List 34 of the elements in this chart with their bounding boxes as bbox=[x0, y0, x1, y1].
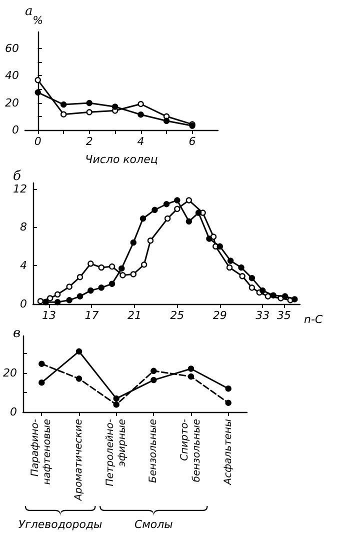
chart-title: б bbox=[13, 169, 21, 184]
chart-title: а bbox=[25, 4, 33, 19]
x-tick-label: 33 bbox=[256, 309, 270, 322]
x-tick-label: Парафино-нафтеновые bbox=[30, 418, 54, 485]
chart-title: в bbox=[13, 326, 21, 341]
text: Углеводороды bbox=[18, 518, 102, 531]
x-tick-label: 0 bbox=[34, 135, 42, 148]
y-tick-label: 40 bbox=[5, 69, 19, 82]
x-tick-label: 2 bbox=[86, 135, 93, 148]
x-tick-label: Ароматические bbox=[74, 419, 84, 502]
y-tick-label: 60 bbox=[5, 42, 19, 55]
x-tick-label: 17 bbox=[84, 309, 99, 322]
text: Смолы bbox=[134, 518, 173, 531]
x-tick-label: 13 bbox=[42, 309, 56, 322]
y-tick-label: 0 bbox=[20, 298, 27, 310]
y-axis-title: % bbox=[32, 14, 44, 27]
x-tick-label: Асфальтены bbox=[222, 418, 234, 486]
x-tick-label: Петролейно-эфирные bbox=[104, 418, 128, 486]
x-tick-label: 21 bbox=[127, 309, 142, 322]
y-tick-label: 20 bbox=[5, 96, 19, 110]
y-tick-label: 0 bbox=[12, 124, 19, 136]
x-axis-title: n-C bbox=[304, 313, 323, 326]
x-tick-label: 25 bbox=[170, 309, 184, 322]
y-tick-label: 8 bbox=[20, 220, 27, 234]
x-tick-label: Бензольные bbox=[148, 419, 160, 483]
y-tick-label: 20 bbox=[3, 366, 17, 380]
x-axis-title: Число колец bbox=[85, 153, 158, 166]
x-tick-label: 6 bbox=[188, 135, 196, 148]
y-tick-label: 12 bbox=[13, 182, 27, 196]
x-tick-label: 4 bbox=[137, 135, 144, 148]
x-tick-label: 35 bbox=[276, 309, 291, 322]
y-tick-label: 0 bbox=[10, 406, 17, 418]
x-tick-label: 29 bbox=[212, 309, 227, 322]
y-tick-label: 4 bbox=[20, 259, 27, 272]
